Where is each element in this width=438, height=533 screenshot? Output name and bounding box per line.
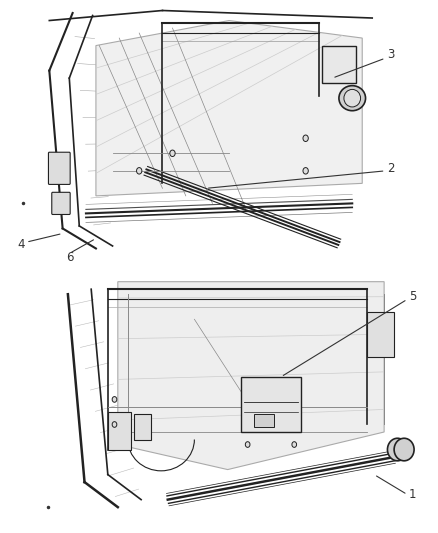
- Bar: [367, 312, 394, 357]
- Bar: [134, 415, 151, 440]
- Text: 5: 5: [409, 290, 417, 303]
- Text: 3: 3: [387, 48, 395, 61]
- Circle shape: [112, 422, 117, 427]
- Ellipse shape: [388, 438, 407, 461]
- Circle shape: [303, 167, 308, 174]
- Ellipse shape: [344, 90, 360, 107]
- Text: 6: 6: [66, 251, 74, 264]
- Ellipse shape: [394, 438, 414, 461]
- Circle shape: [245, 442, 250, 447]
- Bar: [46, 8, 379, 259]
- Ellipse shape: [339, 86, 366, 111]
- Text: 2: 2: [387, 162, 395, 175]
- Circle shape: [170, 150, 175, 157]
- Text: 1: 1: [409, 488, 417, 501]
- Bar: [254, 415, 274, 427]
- Bar: [108, 412, 131, 449]
- Circle shape: [137, 167, 142, 174]
- Bar: [322, 46, 356, 83]
- Text: 4: 4: [18, 238, 25, 251]
- Circle shape: [112, 397, 117, 402]
- Circle shape: [292, 442, 297, 447]
- Polygon shape: [118, 281, 384, 470]
- Bar: [68, 269, 401, 520]
- Bar: [241, 377, 301, 432]
- FancyBboxPatch shape: [52, 192, 70, 214]
- Circle shape: [303, 135, 308, 141]
- Polygon shape: [96, 20, 362, 196]
- FancyBboxPatch shape: [49, 152, 70, 184]
